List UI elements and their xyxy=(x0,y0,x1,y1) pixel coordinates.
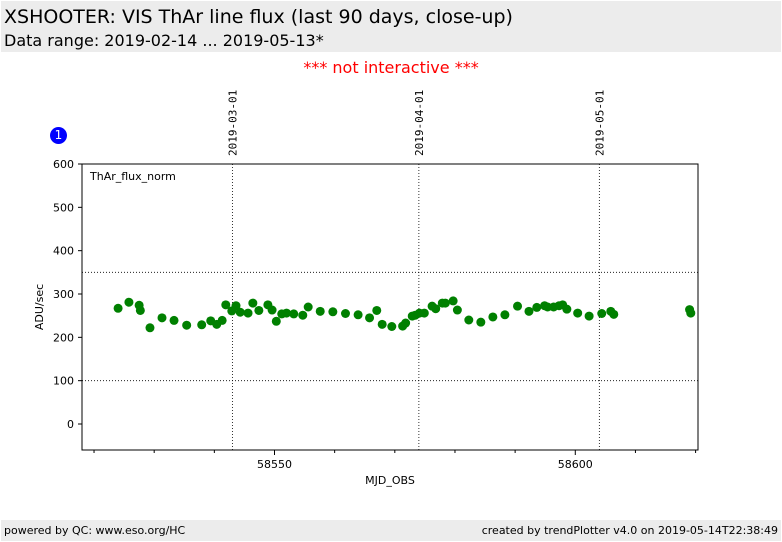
data-point xyxy=(267,305,277,315)
data-point xyxy=(476,317,486,327)
x-axis-label: MJD_OBS xyxy=(365,474,415,487)
data-point xyxy=(440,298,450,308)
not-interactive-notice: *** not interactive *** xyxy=(303,58,479,77)
x-tick-label: 58600 xyxy=(558,458,593,471)
data-point xyxy=(235,307,245,317)
footer-credit: powered by QC: www.eso.org/HC xyxy=(4,524,186,537)
y-tick-label: 0 xyxy=(67,418,74,431)
data-point xyxy=(448,296,458,306)
data-point xyxy=(197,320,207,330)
data-point xyxy=(298,310,308,320)
data-point xyxy=(524,306,534,316)
data-point xyxy=(562,304,572,314)
data-point xyxy=(573,308,583,318)
plot-area xyxy=(82,164,698,450)
date-marker-label: 2019-03-01 xyxy=(226,90,239,156)
data-point xyxy=(686,308,696,318)
data-point xyxy=(372,305,382,315)
data-point xyxy=(157,313,167,323)
plot-number-badge: 1 xyxy=(50,127,67,144)
data-point xyxy=(431,304,441,314)
data-point xyxy=(500,310,510,320)
y-axis-label: ADU/sec xyxy=(33,284,46,330)
date-marker-label: 2019-05-01 xyxy=(593,90,606,156)
data-point xyxy=(609,309,619,319)
y-tick-label: 500 xyxy=(53,201,74,214)
data-point xyxy=(254,305,264,315)
data-point xyxy=(135,305,145,315)
data-point xyxy=(182,320,192,330)
x-tick-label: 58550 xyxy=(257,458,292,471)
y-tick-label: 100 xyxy=(53,375,74,388)
y-tick-label: 300 xyxy=(53,288,74,301)
data-point xyxy=(401,318,411,328)
data-point xyxy=(231,301,241,311)
plot-frame xyxy=(81,163,699,451)
data-point xyxy=(282,308,292,318)
data-point xyxy=(513,301,523,311)
footer-band xyxy=(1,520,781,541)
data-point xyxy=(289,309,299,319)
data-point xyxy=(365,313,375,323)
data-point xyxy=(340,309,350,318)
data-point xyxy=(221,300,231,310)
series-annotation: ThAr_flux_norm xyxy=(89,170,176,183)
data-point xyxy=(377,319,387,329)
data-point xyxy=(387,322,397,331)
data-point xyxy=(353,310,363,320)
footer-generator: created by trendPlotter v4.0 on 2019-05-… xyxy=(481,524,778,537)
data-point xyxy=(303,302,313,312)
data-point xyxy=(243,308,253,318)
data-point xyxy=(488,312,498,322)
data-point xyxy=(145,323,155,333)
data-point xyxy=(169,315,179,325)
data-point xyxy=(248,298,258,308)
data-range-subtitle: Data range: 2019-02-14 ... 2019-05-13* xyxy=(4,31,324,50)
data-point xyxy=(315,306,325,316)
date-marker-label: 2019-04-01 xyxy=(413,90,426,156)
data-point xyxy=(328,307,338,317)
data-point xyxy=(452,305,462,315)
data-point xyxy=(584,311,594,321)
data-point xyxy=(124,297,134,307)
data-point xyxy=(271,316,281,326)
y-tick-label: 600 xyxy=(53,158,74,171)
header-band xyxy=(1,1,781,52)
y-tick-label: 400 xyxy=(53,245,74,258)
data-point xyxy=(419,308,429,318)
data-point xyxy=(597,309,607,318)
data-point xyxy=(532,302,542,312)
data-point xyxy=(464,315,474,325)
y-tick-label: 200 xyxy=(53,331,74,344)
page-title: XSHOOTER: VIS ThAr line flux (last 90 da… xyxy=(4,6,513,28)
data-point xyxy=(113,303,123,313)
data-point xyxy=(217,315,227,325)
